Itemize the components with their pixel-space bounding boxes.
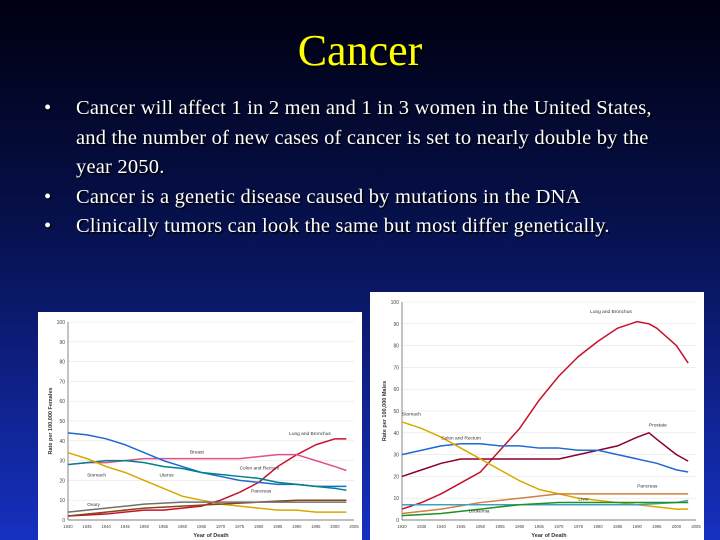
- x-tick-label: 1930: [63, 524, 73, 529]
- bullet-text: Cancer is a genetic disease caused by mu…: [76, 185, 581, 208]
- x-tick-label: 1940: [101, 524, 111, 529]
- x-tick-label: 1980: [593, 524, 603, 529]
- x-tick-label: 1995: [311, 524, 321, 529]
- series-line: [401, 320, 689, 510]
- x-tick-label: 1965: [535, 524, 545, 529]
- bullet-dot: •: [44, 215, 52, 237]
- y-tick-label: 60: [393, 387, 399, 393]
- x-tick-label: 1990: [633, 524, 643, 529]
- y-axis-title: Rate per 100,000 Males: [382, 381, 388, 441]
- x-tick-label: 1985: [273, 524, 283, 529]
- bullet-list: • Cancer will affect 1 in 2 men and 1 in …: [44, 94, 664, 242]
- y-tick-label: 20: [59, 478, 65, 484]
- y-tick-label: 100: [391, 300, 400, 306]
- female-chart-svg: 0 10 20 30 40 50 60 70 80 90 100 1930 1935 1940 1945 19…: [48, 320, 359, 539]
- x-tick-label: 1945: [121, 524, 131, 529]
- series-label: Liver: [578, 496, 589, 502]
- series-line: [401, 442, 689, 473]
- series-label: Pancreas: [251, 488, 272, 494]
- series-line: [401, 493, 689, 515]
- series-line: [67, 499, 347, 517]
- y-tick-label: 90: [59, 340, 65, 346]
- series-label: Stomach: [402, 411, 421, 417]
- x-tick-label: 1960: [515, 524, 525, 529]
- y-tick-label: 50: [59, 419, 65, 425]
- series-line: [401, 421, 689, 510]
- y-tick-label: 60: [59, 399, 65, 405]
- x-tick-label: 1975: [235, 524, 245, 529]
- series-line: [67, 453, 347, 472]
- series-label: Colon and Rectum: [240, 466, 280, 472]
- bullet-item: • Clinically tumors can look the same but…: [44, 212, 664, 242]
- series-label: Breast: [190, 450, 205, 456]
- bullet-dot: •: [44, 185, 52, 208]
- x-tick-label: 1935: [417, 524, 427, 529]
- y-tick-label: 90: [393, 322, 399, 328]
- male-cancer-death-rate-chart: 0 10 20 30 40 50 60 70 80 90 100 1930 1935 1940 1945 19…: [370, 292, 704, 540]
- y-tick-label: 0: [62, 518, 65, 524]
- series-label: Colon and Rectum: [441, 435, 481, 441]
- x-tick-label: 2005: [691, 524, 701, 529]
- x-tick-label: 1975: [574, 524, 584, 529]
- y-tick-label: 10: [59, 498, 65, 504]
- series-line: [67, 501, 347, 513]
- series-label: Lung and Bronchus: [590, 309, 632, 315]
- x-tick-label: 1950: [476, 524, 486, 529]
- series-label: Leukemia: [469, 508, 490, 514]
- x-tick-label: 1940: [437, 524, 447, 529]
- x-axis-title: Year of Death: [531, 533, 567, 539]
- y-tick-label: 30: [59, 459, 65, 465]
- series-label: Prostate: [649, 422, 667, 428]
- bullet-text: Cancer will affect 1 in 2 men and 1 in 3…: [76, 97, 652, 178]
- male-chart-svg: 0 10 20 30 40 50 60 70 80 90 100 1930 1935 1940 1945 19…: [382, 300, 701, 539]
- x-tick-label: 1935: [82, 524, 92, 529]
- y-tick-label: 50: [393, 409, 399, 415]
- x-tick-label: 1995: [652, 524, 662, 529]
- x-tick-label: 1955: [159, 524, 169, 529]
- x-tick-label: 2000: [330, 524, 340, 529]
- y-tick-label: 70: [393, 365, 399, 371]
- y-tick-label: 0: [396, 518, 399, 524]
- x-tick-label: 1950: [140, 524, 150, 529]
- x-tick-label: 1955: [495, 524, 505, 529]
- series-label: Ovary: [87, 502, 100, 508]
- slide-title: Cancer: [297, 26, 423, 75]
- series-line: [67, 459, 347, 492]
- x-tick-label: 1965: [197, 524, 207, 529]
- y-tick-label: 40: [393, 431, 399, 437]
- x-tick-label: 2000: [672, 524, 682, 529]
- y-tick-label: 80: [393, 344, 399, 350]
- x-tick-label: 1990: [292, 524, 302, 529]
- y-tick-label: 10: [393, 496, 399, 502]
- y-tick-label: 20: [393, 474, 399, 480]
- series-line: [401, 432, 689, 478]
- y-tick-label: 100: [57, 320, 66, 326]
- bullet-item: • Cancer is a genetic disease caused by m…: [44, 183, 664, 213]
- y-tick-label: 70: [59, 379, 65, 385]
- y-tick-label: 40: [59, 439, 65, 445]
- x-tick-label: 1970: [554, 524, 564, 529]
- x-tick-label: 1960: [178, 524, 188, 529]
- x-tick-label: 1930: [397, 524, 407, 529]
- series-line: [401, 501, 689, 517]
- y-tick-label: 80: [59, 360, 65, 366]
- y-tick-label: 30: [393, 453, 399, 459]
- x-tick-label: 1970: [216, 524, 226, 529]
- x-tick-label: 1985: [613, 524, 623, 529]
- x-tick-label: 1980: [254, 524, 264, 529]
- series-line: [67, 438, 347, 517]
- series-label: Stomach: [87, 472, 106, 478]
- bullet-dot: •: [44, 97, 52, 119]
- x-axis-title: Year of Death: [193, 533, 229, 539]
- series-label: Lung and Bronchus: [289, 431, 331, 437]
- series-label: Uterus: [160, 472, 175, 478]
- female-cancer-death-rate-chart: 0 10 20 30 40 50 60 70 80 90 100 1930 1935 1940 1945 19…: [38, 312, 362, 540]
- y-axis-title: Rate per 100,000 Females: [48, 388, 54, 455]
- x-tick-label: 1945: [456, 524, 466, 529]
- bullet-text: Clinically tumors can look the same but …: [76, 215, 610, 237]
- bullet-item: • Cancer will affect 1 in 2 men and 1 in …: [44, 94, 664, 183]
- x-tick-label: 2005: [349, 524, 359, 529]
- series-label: Pancreas: [637, 483, 658, 489]
